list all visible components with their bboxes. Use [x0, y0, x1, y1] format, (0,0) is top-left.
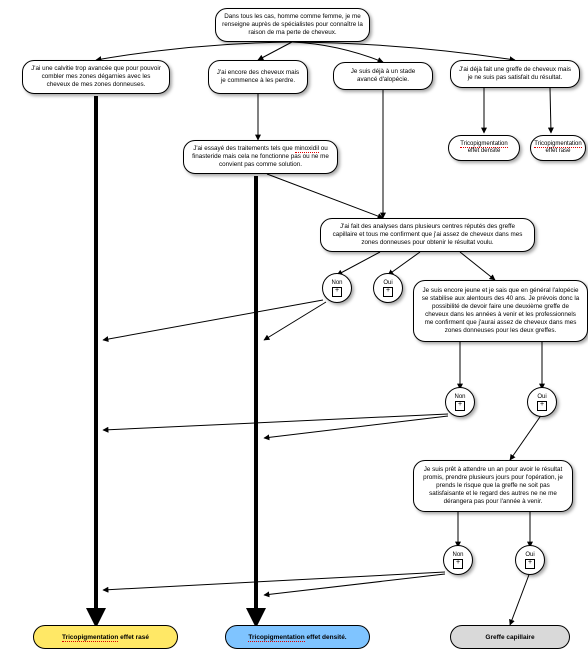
decision-label: Oui — [537, 394, 546, 400]
expand-icon[interactable]: + — [453, 559, 463, 569]
node-calvitie: J'ai une calvitie trop avancée que pour … — [22, 60, 170, 94]
decision-oui-3[interactable]: Oui + — [515, 545, 545, 575]
node-text: J'ai déjà fait une greffe de cheveux mai… — [457, 66, 573, 82]
expand-icon[interactable]: + — [525, 559, 535, 569]
node-analyses: J'ai fait des analyses dans plusieurs ce… — [320, 218, 535, 252]
decision-oui-1[interactable]: Oui + — [373, 273, 403, 303]
decision-non-3[interactable]: Non + — [443, 545, 473, 575]
dest-label: Tricopigmentation effet densité. — [248, 634, 346, 641]
node-trico-densite-top: Tricopigmentation effet densité — [448, 135, 520, 161]
decision-label: Oui — [383, 280, 392, 286]
node-text: Tricopigmentation effet rasé — [534, 141, 581, 156]
node-text: Je suis déjà à un stade avancé d'alopéci… — [340, 68, 426, 84]
node-intro: Dans tous les cas, homme comme femme, je… — [215, 8, 370, 42]
decision-oui-2[interactable]: Oui + — [527, 387, 557, 417]
decision-label: Non — [452, 552, 463, 558]
decision-label: Oui — [525, 552, 534, 558]
spellchecked-word: minoxidil — [295, 145, 320, 153]
node-text: J'ai encore des cheveux mais je commence… — [215, 69, 301, 85]
node-deja-greffe: J'ai déjà fait une greffe de cheveux mai… — [450, 60, 580, 88]
node-stade: Je suis déjà à un stade avancé d'alopéci… — [333, 62, 433, 90]
node-text: Tricopigmentation effet densité — [460, 141, 507, 156]
dest-trico-rase: Tricopigmentation effet rasé — [33, 625, 178, 649]
decision-label: Non — [454, 394, 465, 400]
expand-icon[interactable]: + — [332, 287, 342, 297]
node-attendre: Je suis prêt à attendre un an pour avoir… — [413, 460, 573, 512]
flowchart-canvas: Dans tous les cas, homme comme femme, je… — [0, 0, 588, 669]
node-traitements: J'ai essayé des traitements tels que min… — [183, 140, 338, 174]
node-text: Je suis encore jeune et je sais que en g… — [420, 287, 581, 334]
node-trico-rase-top: Tricopigmentation effet rasé — [530, 135, 586, 161]
node-text: J'ai une calvitie trop avancée que pour … — [29, 65, 163, 89]
dest-trico-densite: Tricopigmentation effet densité. — [225, 625, 370, 649]
decision-label: Non — [331, 280, 342, 286]
expand-icon[interactable]: + — [383, 287, 393, 297]
node-encore: J'ai encore des cheveux mais je commence… — [208, 60, 308, 94]
dest-label: Tricopigmentation effet rasé — [62, 634, 149, 641]
node-text: J'ai fait des analyses dans plusieurs ce… — [327, 223, 528, 247]
expand-icon[interactable]: + — [455, 401, 465, 411]
decision-non-1[interactable]: Non + — [322, 273, 352, 303]
expand-icon[interactable]: + — [537, 401, 547, 411]
decision-non-2[interactable]: Non + — [445, 387, 475, 417]
dest-greffe: Greffe capillaire — [450, 625, 570, 649]
node-text: J'ai essayé des traitements tels que min… — [190, 145, 331, 169]
node-text: Je suis prêt à attendre un an pour avoir… — [420, 466, 566, 505]
node-jeune: Je suis encore jeune et je sais que en g… — [413, 280, 588, 342]
node-text: Dans tous les cas, homme comme femme, je… — [222, 13, 363, 37]
dest-label: Greffe capillaire — [485, 634, 534, 641]
